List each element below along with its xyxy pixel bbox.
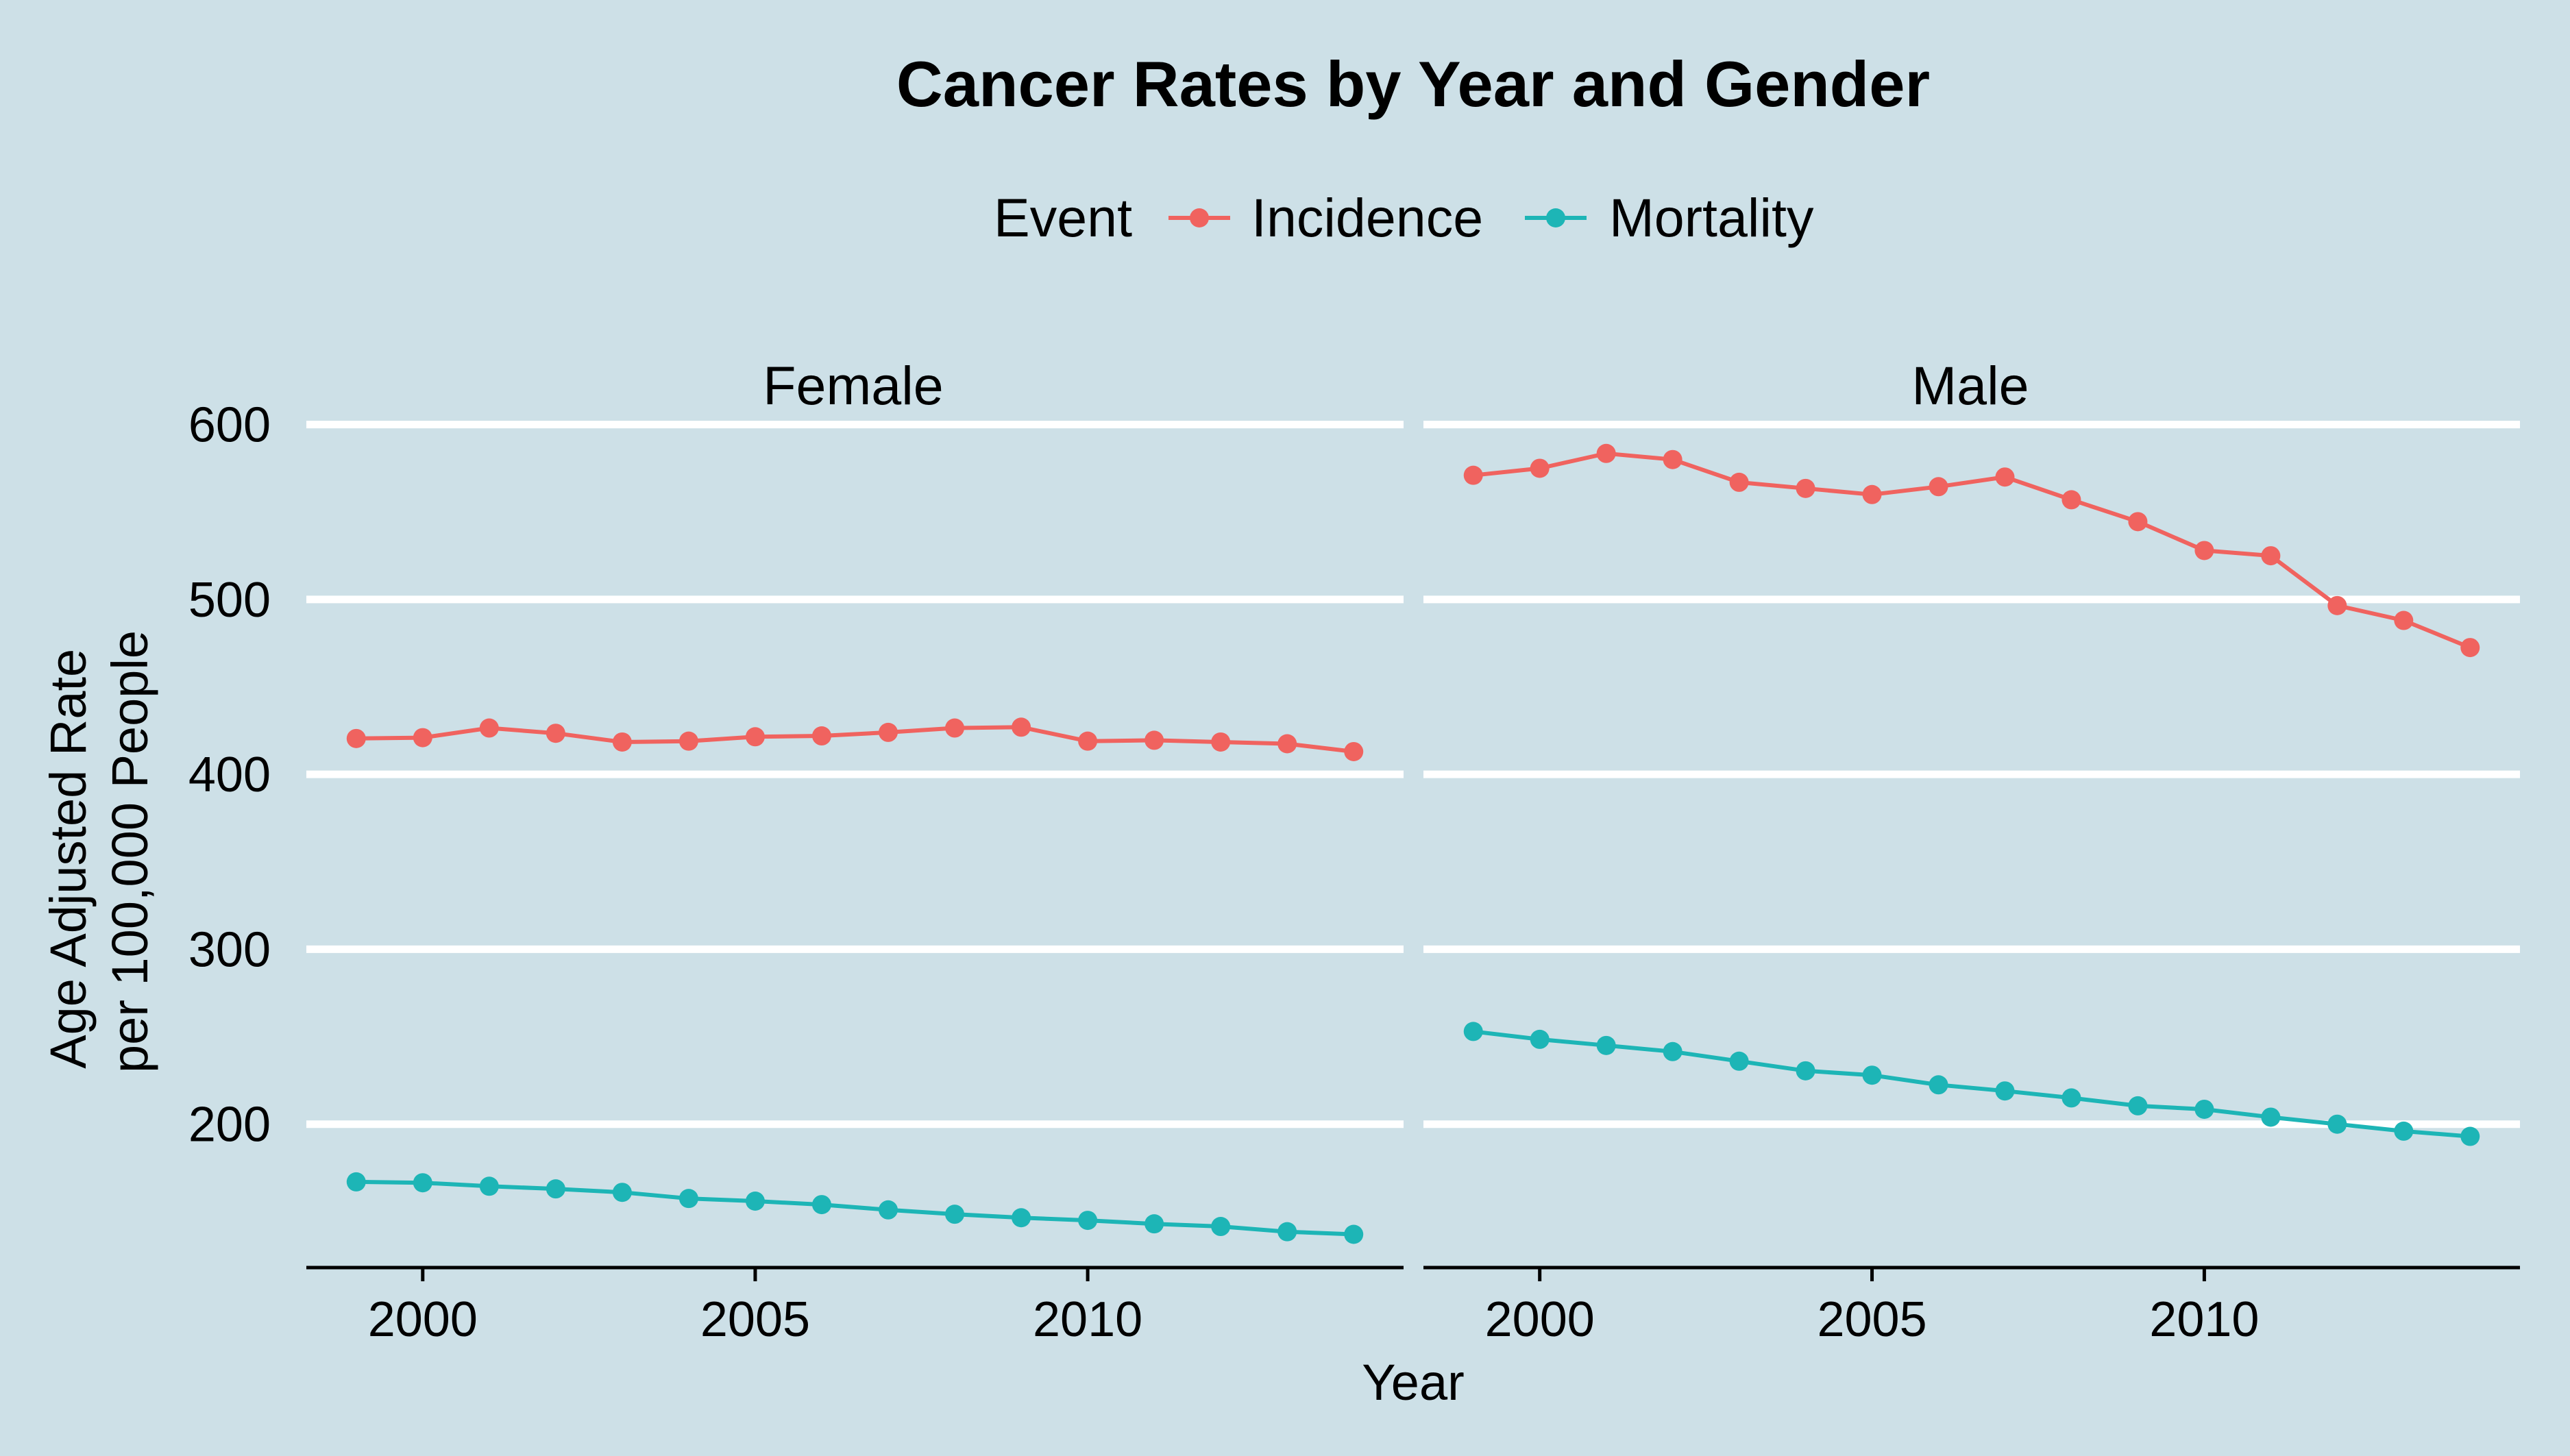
series-line-mortality: [356, 1179, 1354, 1237]
data-point-incidence: [346, 728, 366, 748]
data-point-incidence: [2327, 595, 2347, 615]
data-point-incidence: [1596, 443, 1616, 463]
panel-female: 2000 2005 2010: [306, 421, 1404, 1347]
data-point-mortality: [1862, 1065, 1882, 1085]
data-point-incidence: [1663, 449, 1682, 469]
data-point-incidence: [1530, 458, 1550, 478]
data-point-incidence: [811, 726, 831, 746]
data-point-mortality: [2128, 1096, 2148, 1115]
data-point-incidence: [879, 722, 898, 742]
y-axis-title-line-2: per 100,000 People: [101, 630, 158, 1073]
data-point-mortality: [2327, 1114, 2347, 1134]
data-point-incidence: [745, 727, 765, 747]
data-point-mortality: [612, 1183, 632, 1202]
data-point-incidence: [1211, 732, 1231, 752]
data-point-mortality: [413, 1173, 432, 1193]
x-tick-label: 2005: [1817, 1292, 1926, 1347]
legend-title: Event: [994, 187, 1132, 248]
x-tick-label: 2000: [368, 1292, 478, 1347]
series-line-mortality: [1473, 1029, 2471, 1139]
data-point-incidence: [546, 724, 565, 743]
data-point-mortality: [745, 1192, 765, 1211]
data-point-incidence: [945, 718, 965, 738]
data-point-incidence: [1012, 717, 1031, 737]
data-point-incidence: [2128, 512, 2148, 532]
data-point-incidence: [1344, 741, 1364, 761]
data-point-mortality: [1663, 1041, 1682, 1061]
x-tick-label: 2010: [2149, 1292, 2259, 1347]
data-point-incidence: [1729, 472, 1749, 492]
x-tick-label: 2005: [700, 1292, 810, 1347]
data-point-incidence: [1862, 484, 1882, 504]
x-axis-title: Year: [1362, 1354, 1465, 1411]
legend-key-point: [1546, 208, 1565, 227]
data-point-incidence: [678, 731, 698, 751]
x-tick-label: 2010: [1033, 1292, 1142, 1347]
y-tick-label: 400: [188, 748, 271, 802]
data-point-mortality: [678, 1189, 698, 1209]
data-point-mortality: [1211, 1217, 1231, 1237]
data-point-mortality: [879, 1200, 898, 1220]
data-point-mortality: [1596, 1035, 1616, 1055]
data-point-mortality: [2261, 1107, 2281, 1127]
chart-title: Cancer Rates by Year and Gender: [896, 48, 1930, 120]
data-point-incidence: [2194, 541, 2214, 560]
data-point-mortality: [2460, 1126, 2480, 1146]
data-point-incidence: [2061, 490, 2081, 510]
data-point-incidence: [413, 728, 432, 748]
panel-male: 2000 2005 2010: [1423, 421, 2520, 1347]
data-point-incidence: [2394, 610, 2414, 630]
data-point-mortality: [1929, 1075, 1948, 1095]
data-point-incidence: [1796, 478, 1815, 498]
y-tick-label: 200: [188, 1098, 271, 1152]
data-point-incidence: [1078, 731, 1098, 751]
data-point-incidence: [2460, 638, 2480, 658]
data-point-mortality: [945, 1205, 965, 1224]
legend: Event Incidence Mortality: [994, 187, 1814, 248]
data-point-incidence: [2261, 546, 2281, 566]
legend-key-point: [1190, 208, 1209, 227]
data-point-mortality: [1530, 1029, 1550, 1049]
panel-label-female: Female: [763, 355, 943, 416]
data-point-mortality: [2394, 1121, 2414, 1141]
data-point-incidence: [1277, 734, 1297, 754]
data-point-incidence: [1929, 477, 1948, 497]
data-point-incidence: [1463, 465, 1483, 485]
panel-label-male: Male: [1911, 355, 2029, 416]
legend-entry-incidence: Incidence: [1168, 187, 1483, 248]
data-point-incidence: [612, 732, 632, 752]
data-point-mortality: [2194, 1099, 2214, 1119]
data-point-mortality: [1277, 1222, 1297, 1242]
data-point-mortality: [1145, 1214, 1164, 1234]
y-axis-title-line-1: Age Adjusted Rate: [40, 649, 97, 1069]
y-tick-label: 500: [188, 573, 271, 628]
data-point-mortality: [811, 1195, 831, 1215]
legend-entry-mortality: Mortality: [1525, 187, 1814, 248]
data-point-mortality: [546, 1179, 565, 1199]
legend-label-incidence: Incidence: [1251, 187, 1483, 248]
data-point-mortality: [1344, 1224, 1364, 1244]
data-point-mortality: [1078, 1211, 1098, 1231]
data-point-incidence: [1145, 730, 1164, 750]
data-point-incidence: [1995, 467, 2015, 487]
series-line-incidence: [1473, 451, 2471, 650]
data-point-mortality: [1796, 1061, 1815, 1081]
y-axis-title: Age Adjusted Rate per 100,000 People: [40, 630, 158, 1073]
legend-label-mortality: Mortality: [1609, 187, 1814, 248]
y-tick-label: 300: [188, 922, 271, 977]
x-tick-label: 2000: [1485, 1292, 1595, 1347]
data-point-mortality: [479, 1176, 499, 1196]
data-point-incidence: [479, 718, 499, 738]
data-point-mortality: [1995, 1081, 2015, 1101]
data-point-mortality: [1012, 1208, 1031, 1228]
series-line-incidence: [356, 725, 1354, 754]
y-axis-ticks: 600 500 400 300 200: [188, 398, 271, 1152]
data-point-mortality: [2061, 1088, 2081, 1108]
data-point-mortality: [346, 1172, 366, 1192]
data-point-mortality: [1729, 1051, 1749, 1071]
y-tick-label: 600: [188, 398, 271, 453]
data-point-mortality: [1463, 1022, 1483, 1041]
